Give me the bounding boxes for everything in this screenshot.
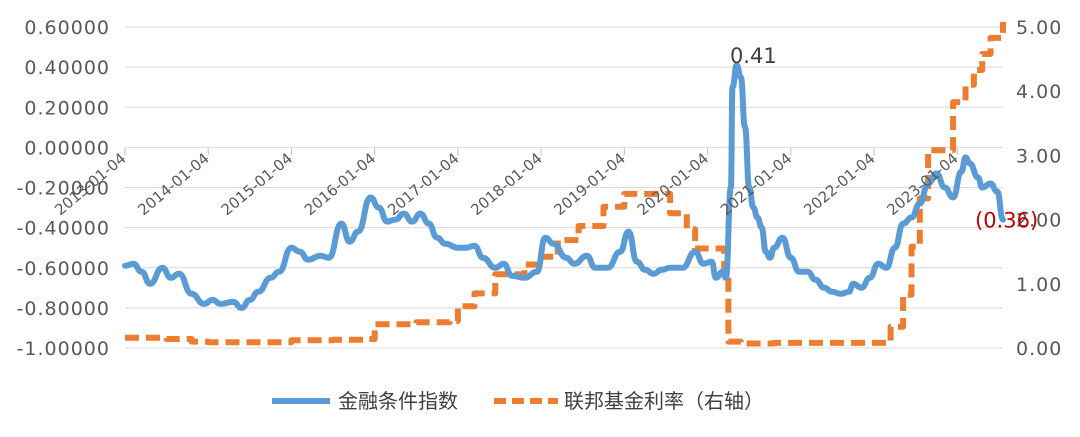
left-tick-label: 0.60000 bbox=[24, 17, 110, 39]
left-tick-label: -0.20000 bbox=[17, 178, 110, 200]
x-tick-label: 2017-01-04 bbox=[384, 149, 462, 219]
x-tick-label: 2020-01-04 bbox=[634, 149, 712, 219]
series-line-fed-funds-rate bbox=[125, 21, 1006, 347]
right-tick-label: 0.00 bbox=[1016, 338, 1062, 360]
left-tick-label: -0.80000 bbox=[17, 298, 110, 320]
x-tick-label: 2023-01-04 bbox=[883, 149, 961, 219]
right-tick-label: 1.00 bbox=[1016, 274, 1062, 296]
data-label: (0.36) bbox=[975, 209, 1038, 233]
legend-label-fed-funds-rate: 联邦基金利率（右轴） bbox=[564, 389, 764, 413]
right-tick-label: 2.00 bbox=[1016, 210, 1062, 232]
left-tick-label: -1.00000 bbox=[17, 338, 110, 360]
data-label: 0.41 bbox=[730, 44, 777, 68]
left-tick-label: -0.60000 bbox=[17, 258, 110, 280]
plot-area bbox=[122, 21, 1006, 347]
left-tick-label: 0.00000 bbox=[24, 137, 110, 159]
series-line-financial-conditions bbox=[122, 62, 1006, 311]
x-tick-label: 2015-01-04 bbox=[218, 149, 296, 219]
right-y-axis: 5.00 4.00 3.00 2.00 1.00 0.00 bbox=[1016, 17, 1062, 360]
x-tick-label: 2014-01-04 bbox=[134, 149, 212, 219]
legend-label-financial-conditions: 金融条件指数 bbox=[338, 389, 458, 413]
gridlines bbox=[125, 26, 1003, 349]
left-y-axis: 0.60000 0.40000 0.20000 0.00000 -0.20000 -0.4… bbox=[17, 17, 110, 360]
annotations: 0.41 (0.36) bbox=[730, 44, 1038, 232]
left-tick-label: 0.20000 bbox=[24, 97, 110, 119]
right-tick-label: 5.00 bbox=[1016, 17, 1062, 39]
left-tick-label: -0.40000 bbox=[17, 218, 110, 240]
x-axis: 2013-01-04 2014-01-04 2015-01-04 2016-01-04… bbox=[51, 148, 962, 219]
x-tick-label: 2018-01-04 bbox=[467, 149, 545, 219]
right-tick-label: 4.00 bbox=[1016, 81, 1062, 103]
right-tick-label: 3.00 bbox=[1016, 145, 1062, 167]
left-tick-label: 0.40000 bbox=[24, 57, 110, 79]
x-tick-label: 2022-01-04 bbox=[800, 149, 878, 219]
legend: 金融条件指数 联邦基金利率（右轴） bbox=[272, 389, 764, 413]
